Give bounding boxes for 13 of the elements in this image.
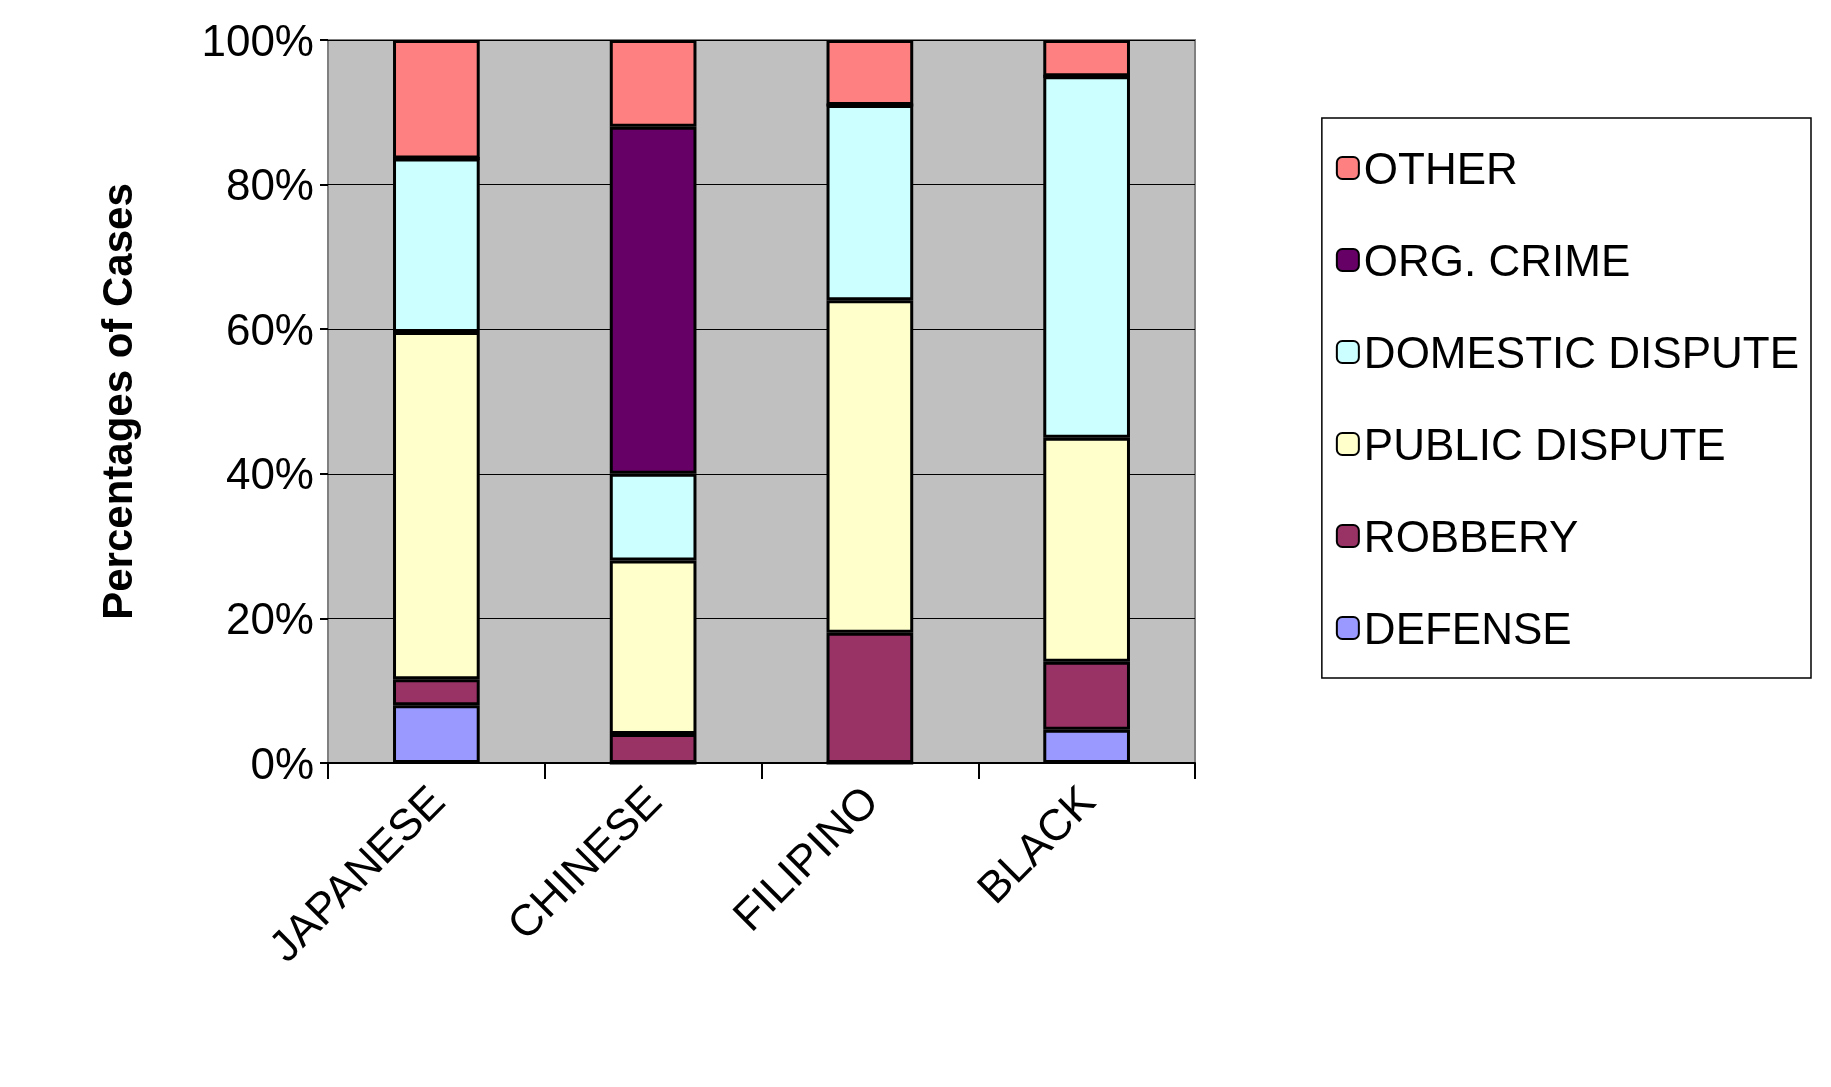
y-tick-label: 40% <box>225 449 314 499</box>
legend-label: DOMESTIC DISPUTE <box>1363 327 1800 377</box>
y-tick-label: 0% <box>250 738 314 788</box>
y-tick-label: 100% <box>201 15 314 65</box>
y-tick-label: 20% <box>225 593 314 643</box>
legend-label: PUBLIC DISPUTE <box>1363 419 1726 469</box>
legend-label: ORG. CRIME <box>1363 235 1631 285</box>
legend-label: OTHER <box>1363 143 1518 193</box>
y-axis-title: Percentages of Cases <box>93 183 141 620</box>
legend-label: ROBBERY <box>1363 511 1579 561</box>
y-tick-label: 60% <box>225 304 314 354</box>
y-tick-label: 80% <box>225 160 314 210</box>
legend-label: DEFENSE <box>1363 603 1572 653</box>
